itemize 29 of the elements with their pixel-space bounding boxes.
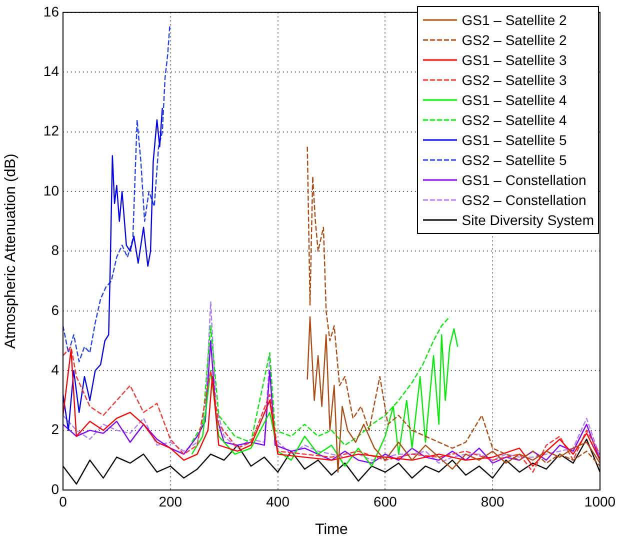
legend-label: GS2 – Satellite 5 [462,151,567,170]
y-tick-label: 12 [43,122,60,139]
legend-label: GS2 – Satellite 4 [462,111,567,130]
y-tick-label: 2 [51,421,60,438]
y-tick-label: 8 [51,242,60,258]
x-tick-label: 400 [266,493,290,510]
legend-label: GS1 – Satellite 3 [462,51,567,70]
y-axis-title: Atmospheric Attenuation (dB) [2,154,20,349]
y-tick-label: 0 [51,480,60,497]
x-tick-label: 1000 [584,493,616,510]
y-tick-label: 14 [43,62,60,79]
legend-label: Site Diversity System [462,211,594,230]
x-axis-title: Time [315,521,348,538]
line-series [63,24,170,362]
x-tick-label: 200 [158,493,182,510]
y-tick-label: 4 [51,361,60,378]
legend-label: GS2 – Constellation [462,191,586,210]
legend-label: GS1 – Constellation [462,171,586,190]
legend-label: GS1 – Satellite 5 [462,131,567,150]
legend-label: GS1 – Satellite 4 [462,91,567,110]
y-tick-label: 10 [43,182,60,198]
x-tick-label: 800 [480,493,504,510]
y-tick-label: 16 [43,3,60,20]
legend-label: GS1 – Satellite 2 [462,11,567,30]
legend-label: GS2 – Satellite 3 [462,71,567,90]
y-tick-label: 6 [51,302,60,318]
legend-label: GS2 – Satellite 2 [462,31,567,50]
x-tick-label: 600 [374,493,398,510]
line-series [63,301,600,464]
